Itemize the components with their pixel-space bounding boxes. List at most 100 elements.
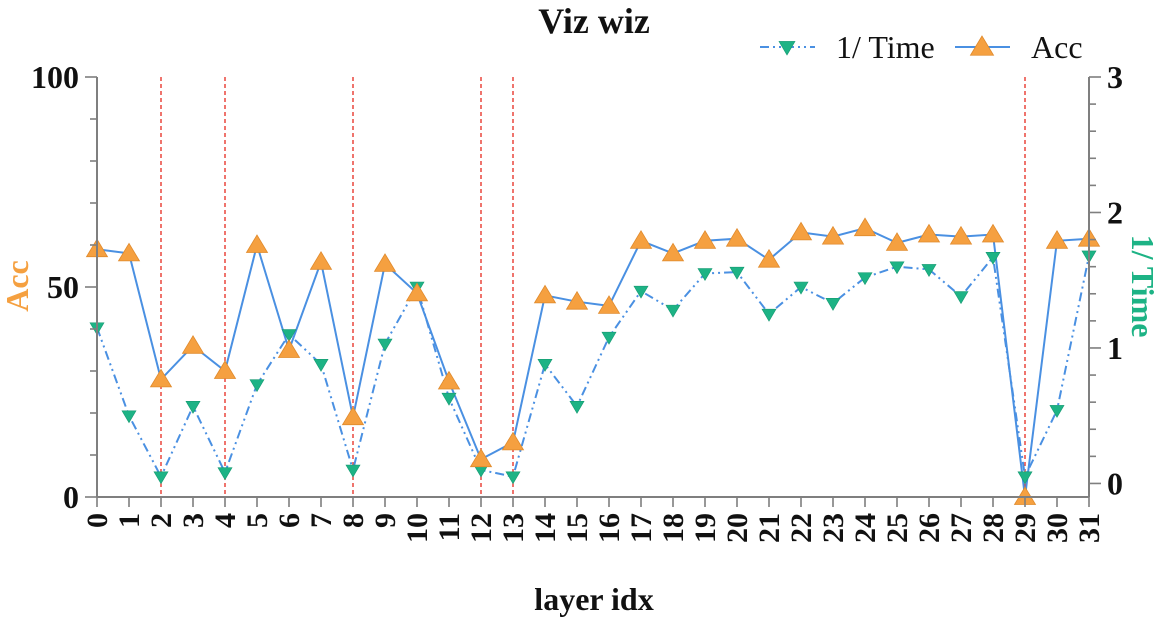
x-tick-label: 11	[433, 513, 466, 541]
time-marker	[537, 359, 553, 372]
time-marker	[665, 304, 681, 318]
time-marker	[1049, 405, 1065, 418]
legend-label: 1/ Time	[836, 29, 935, 65]
time-marker	[505, 471, 521, 485]
time-marker	[377, 338, 393, 352]
acc-marker	[853, 217, 877, 237]
acc-marker	[597, 295, 621, 314]
time-marker	[569, 401, 585, 414]
x-tick-label: 2	[145, 513, 178, 528]
x-axis-label: layer idx	[534, 581, 653, 617]
acc-marker	[885, 232, 909, 251]
x-tick-label: 16	[593, 513, 626, 543]
acc-marker	[213, 360, 237, 379]
time-marker	[825, 298, 841, 311]
x-tick-label: 13	[497, 513, 530, 543]
x-tick-label: 25	[881, 513, 914, 543]
time-marker	[153, 471, 169, 485]
x-tick-label: 7	[305, 513, 338, 528]
legend-marker-acc	[969, 35, 995, 56]
acc-marker	[789, 221, 813, 241]
x-tick-label: 8	[337, 513, 370, 528]
y-left-tick-label: 100	[31, 59, 79, 95]
time-marker	[185, 401, 201, 414]
series-line-acc	[96, 227, 1090, 498]
x-tick-label: 24	[849, 513, 882, 543]
x-tick-label: 6	[273, 513, 306, 528]
x-tick-label: 19	[689, 513, 722, 543]
time-marker	[857, 272, 873, 286]
y-right-tick-label: 1	[1107, 330, 1123, 366]
time-marker	[249, 379, 265, 393]
time-marker	[921, 264, 937, 277]
x-tick-label: 23	[817, 513, 850, 543]
legend-label: Acc	[1031, 29, 1083, 65]
x-tick-label: 30	[1041, 513, 1074, 543]
time-marker	[121, 410, 137, 424]
time-marker	[729, 266, 745, 280]
acc-marker	[949, 225, 973, 245]
acc-marker	[693, 230, 717, 249]
x-tick-label: 28	[977, 513, 1010, 543]
series-lines	[96, 227, 1090, 498]
acc-marker	[981, 223, 1005, 243]
acc-marker	[149, 368, 173, 388]
acc-marker	[309, 251, 333, 270]
time-marker	[697, 268, 713, 282]
y-right-tick-label: 3	[1107, 59, 1123, 95]
time-marker	[761, 308, 777, 322]
time-marker	[281, 329, 297, 343]
x-tick-label: 14	[529, 513, 562, 543]
acc-marker	[341, 406, 365, 426]
acc-marker	[437, 370, 461, 390]
time-marker	[345, 464, 361, 478]
acc-marker	[117, 242, 141, 262]
time-marker	[793, 281, 809, 295]
y-left-tick-label: 0	[63, 479, 79, 515]
time-marker	[217, 467, 233, 481]
series-markers	[85, 217, 1101, 505]
acc-marker	[373, 253, 397, 272]
legend: 1/ Time Acc	[760, 29, 1083, 65]
series-line-time	[96, 254, 1090, 481]
x-tick-label: 27	[945, 513, 978, 543]
time-marker	[985, 251, 1001, 265]
acc-marker	[757, 248, 781, 268]
acc-marker	[277, 339, 301, 358]
acc-marker	[533, 284, 557, 304]
y-right-tick-label: 0	[1107, 465, 1123, 501]
acc-marker	[501, 431, 525, 451]
acc-marker	[917, 223, 941, 243]
x-tick-label: 4	[209, 513, 242, 528]
y-right-tick-label: 2	[1107, 194, 1123, 230]
chart-title: Viz wiz	[538, 1, 650, 41]
highlight-lines	[160, 77, 1026, 497]
x-tick-label: 29	[1009, 513, 1042, 543]
time-marker	[889, 261, 905, 275]
time-marker	[601, 331, 617, 345]
x-tick-label: 21	[753, 513, 786, 543]
time-marker	[313, 359, 329, 372]
x-tick-label: 15	[561, 513, 594, 543]
acc-marker	[661, 242, 685, 262]
x-tick-label: 9	[369, 513, 402, 528]
y-axis-left-label: Acc	[0, 260, 35, 312]
y-axis-right-label: 1/ Time	[1125, 235, 1161, 338]
x-tick-label: 31	[1073, 513, 1106, 543]
acc-marker	[821, 225, 845, 245]
time-marker	[953, 291, 969, 305]
x-tick-label: 0	[81, 513, 114, 528]
x-tick-label: 20	[721, 513, 754, 543]
acc-marker	[565, 290, 589, 310]
acc-marker	[181, 335, 205, 354]
time-marker	[441, 392, 457, 406]
x-tick-label: 17	[625, 513, 658, 543]
acc-marker	[725, 227, 749, 247]
axes	[85, 76, 1101, 507]
acc-marker	[629, 230, 653, 249]
acc-marker	[1045, 230, 1069, 249]
acc-marker	[245, 234, 269, 253]
